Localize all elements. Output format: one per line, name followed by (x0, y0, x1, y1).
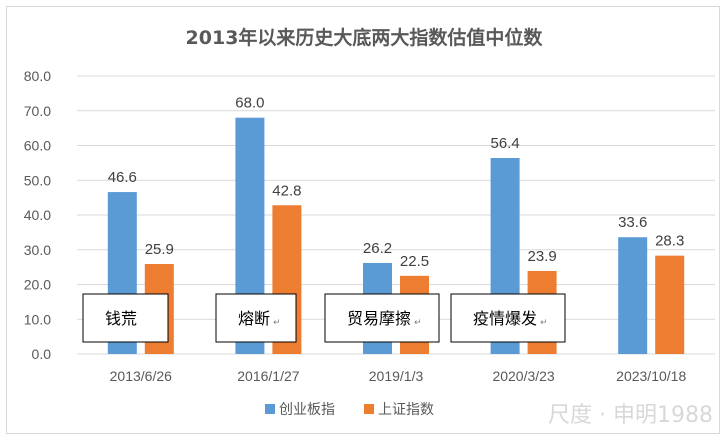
annotation-frame (450, 293, 566, 343)
y-tick-label: 30.0 (24, 242, 51, 258)
data-label: 23.9 (527, 248, 556, 265)
annotation-frame (324, 293, 440, 343)
y-tick-label: 70.0 (24, 103, 51, 119)
bar-chinext (618, 237, 648, 354)
legend: 创业板指 上证指数 (265, 402, 434, 418)
x-category-label: 2019/1/3 (369, 368, 424, 384)
chart-title: 2013年以来历史大底两大指数估值中位数 (186, 26, 544, 49)
annotations: 钱荒 熔断 ↵ 贸易摩擦 ↵ 疫情爆发 ↵ (82, 293, 566, 343)
data-label: 25.9 (145, 241, 174, 258)
data-label: 28.3 (655, 233, 684, 250)
x-category-label: 2013/6/26 (110, 368, 172, 384)
y-tick-label: 40.0 (24, 207, 51, 223)
annotation-box: 疫情爆发 ↵ (450, 293, 566, 343)
data-label: 33.6 (618, 214, 647, 231)
gridlines (77, 75, 715, 355)
annotation-box: 贸易摩擦 ↵ (324, 293, 440, 343)
annotation-frame (215, 293, 297, 343)
data-label: 26.2 (363, 240, 392, 257)
bar-shanghai (655, 255, 685, 354)
data-label: 22.5 (400, 253, 429, 270)
annotation-text: 钱荒 (105, 309, 137, 328)
annotation-text: 熔断 (238, 309, 270, 328)
legend-swatch (265, 404, 275, 414)
y-tick-label: 80.0 (24, 68, 51, 84)
annotation-text: 疫情爆发 (473, 309, 537, 328)
legend-label: 创业板指 (279, 402, 335, 418)
bar-chart: 2013年以来历史大底两大指数估值中位数 0.0 10.0 20.0 30.0 40.0… (24, 26, 715, 428)
data-label: 46.6 (108, 169, 137, 186)
x-category-label: 2023/10/18 (616, 368, 686, 384)
y-tick-label: 50.0 (24, 172, 51, 188)
annotation-box: 钱荒 (82, 293, 169, 343)
chart-frame: 2013年以来历史大底两大指数估值中位数 0.0 10.0 20.0 30.0 40.0… (6, 6, 720, 434)
legend-label: 上证指数 (378, 402, 434, 418)
return-mark-icon: ↵ (414, 318, 422, 328)
annotation-frame (82, 293, 169, 343)
data-label: 68.0 (235, 95, 264, 112)
y-tick-label: 10.0 (24, 311, 51, 327)
annotation-text: 贸易摩擦 (347, 309, 411, 328)
return-mark-icon: ↵ (273, 318, 281, 328)
x-category-label: 2016/1/27 (237, 368, 299, 384)
data-label: 42.8 (272, 182, 301, 199)
annotation-box: 熔断 ↵ (215, 293, 297, 343)
y-tick-label: 20.0 (24, 277, 51, 293)
x-axis-categories: 2013/6/26 2016/1/27 2019/1/3 2020/3/23 2023/… (110, 368, 687, 384)
x-category-label: 2020/3/23 (492, 368, 554, 384)
data-label: 56.4 (490, 135, 519, 152)
y-tick-label: 60.0 (24, 138, 51, 154)
data-labels: 46.6 68.0 26.2 56.4 33.6 25.9 42.8 22.5 23.9 28.3 (108, 95, 685, 270)
y-axis-ticks: 0.0 10.0 20.0 30.0 40.0 50.0 60.0 70.0 80.0 (24, 68, 51, 362)
legend-swatch (364, 404, 374, 414)
watermark: 尺度 · 申明1988 (548, 403, 713, 428)
y-tick-label: 0.0 (32, 346, 52, 362)
return-mark-icon: ↵ (540, 318, 548, 328)
